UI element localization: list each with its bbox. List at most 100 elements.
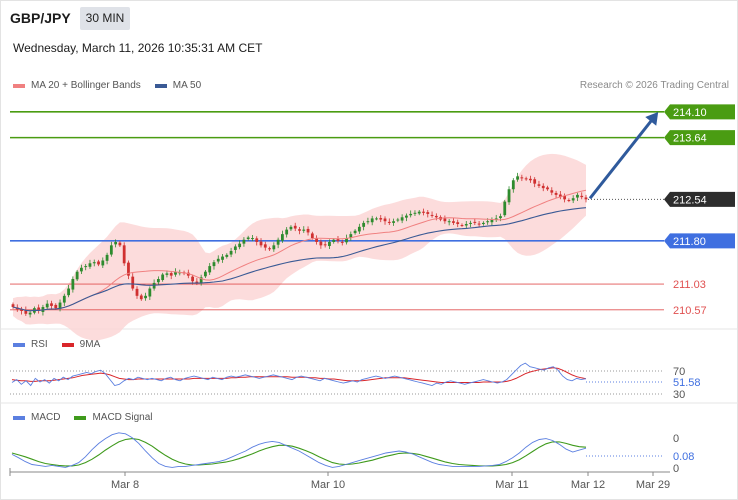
candle-body (97, 261, 100, 265)
candle-body (370, 218, 374, 223)
candle-body (131, 276, 135, 289)
candle-body (417, 211, 421, 214)
candle-body (336, 239, 340, 241)
candle-body (225, 254, 229, 257)
candle-body (105, 254, 109, 261)
candle-body (567, 200, 571, 202)
candle-body (144, 295, 147, 299)
level-label-0: 214.10 (673, 107, 707, 119)
candle-body (323, 244, 327, 246)
legend-rsi: RSI (13, 339, 48, 350)
candle-body (413, 212, 417, 214)
candle-body (362, 222, 366, 227)
candle-body (477, 223, 481, 225)
candle-body (469, 222, 472, 224)
candle-body (242, 239, 246, 244)
candle-body (434, 215, 438, 218)
candle-body (520, 177, 524, 179)
candle-body (263, 244, 267, 248)
candle-body (558, 194, 562, 198)
candle-body (148, 288, 152, 297)
candle-body (550, 190, 554, 193)
macd-top-label: 0 (673, 433, 679, 445)
candle-body (195, 281, 199, 283)
candle-body (490, 219, 494, 223)
x-tick-label: Mar 29 (636, 479, 670, 491)
candle-body (563, 196, 567, 200)
ma50-swatch (154, 83, 167, 88)
candle-body (255, 238, 259, 242)
candle-body (554, 192, 558, 195)
ma50-line (12, 207, 587, 312)
candle-body (319, 241, 323, 246)
candle-body (306, 228, 310, 233)
candle-body (537, 184, 541, 186)
candle-body (400, 217, 404, 221)
candle-body (37, 307, 41, 311)
legend-ma20: MA 20 + Bollinger Bands (13, 80, 141, 91)
candle-body (302, 229, 306, 231)
x-tick-label: Mar 8 (111, 479, 139, 491)
candle-body (212, 262, 216, 267)
rsi-swatch (13, 342, 25, 347)
candle-body (62, 295, 66, 303)
rsi-line (11, 362, 587, 387)
datetime-label: Wednesday, March 11, 2026 10:35:31 AM CE… (13, 41, 263, 55)
candle-body (246, 237, 250, 240)
candle-body (101, 260, 105, 266)
x-tick-label: Mar 11 (495, 479, 528, 491)
x-tick-label: Mar 10 (311, 479, 345, 491)
candle-body (310, 233, 314, 239)
candle-body (280, 234, 284, 241)
candle-body (456, 222, 460, 225)
rsi-value-label: 51.58 (673, 377, 701, 389)
candle-body (58, 302, 62, 309)
candle-body (396, 219, 400, 221)
candle-body (529, 178, 532, 181)
candle-body (366, 221, 370, 223)
macd-swatch (13, 415, 25, 420)
candle-body (289, 226, 293, 230)
macd-bottom-label: 0 (673, 463, 679, 475)
timeframe-button[interactable]: 30 MIN (80, 7, 130, 30)
ma50-label: MA 50 (172, 80, 202, 91)
macd-line (11, 432, 587, 468)
rsi-ma-swatch (61, 342, 74, 347)
rsi-label: RSI (31, 339, 48, 350)
candle-body (186, 272, 190, 276)
candle-body (409, 213, 413, 216)
candle-body (580, 195, 584, 198)
candle-body (387, 221, 391, 223)
candle-body (67, 288, 70, 296)
candle-body (379, 218, 383, 220)
candle-body (422, 211, 425, 213)
ma20-label: MA 20 + Bollinger Bands (31, 80, 141, 91)
candle-body (233, 246, 237, 250)
candle-body (50, 303, 53, 306)
candle-body (251, 238, 254, 240)
candle-body (353, 230, 357, 234)
candle-body (84, 266, 88, 268)
candle-body (315, 238, 319, 242)
candle-body (460, 225, 464, 227)
candle-body (511, 180, 515, 190)
macd-signal-line (11, 438, 587, 467)
candle-body (165, 273, 169, 275)
candle-body (452, 221, 455, 223)
candle-body (229, 250, 233, 255)
candle-body (127, 262, 130, 276)
candle-body (298, 229, 301, 231)
rsi-30-label: 30 (673, 389, 685, 401)
level-tag-2 (664, 191, 735, 207)
candle-body (276, 239, 280, 245)
candle-body (426, 212, 430, 214)
candle-body (122, 245, 126, 264)
candle-body (340, 241, 344, 243)
candle-body (75, 271, 79, 280)
candle-body (54, 304, 58, 309)
arrow-head-icon (645, 111, 659, 126)
candle-body (88, 263, 92, 267)
candle-body (268, 248, 271, 250)
candle-body (516, 176, 519, 180)
